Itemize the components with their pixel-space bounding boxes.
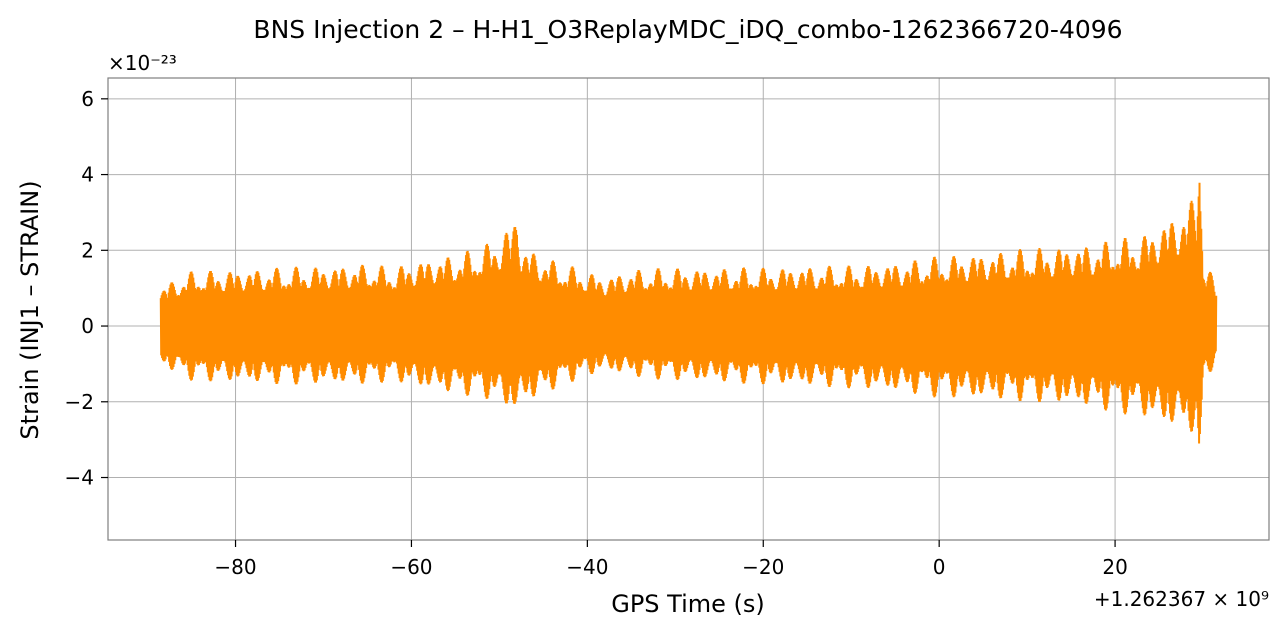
- y-tick-label: 2: [81, 238, 94, 262]
- strain-series-line: [159, 182, 1218, 444]
- x-tick-label: −20: [742, 555, 784, 579]
- y-tick-label: 6: [81, 87, 94, 111]
- x-tick-label: −80: [214, 555, 256, 579]
- x-tick-label: −40: [566, 555, 608, 579]
- x-tick-label: 20: [1102, 555, 1127, 579]
- x-axis-label: GPS Time (s): [611, 590, 765, 618]
- y-tick-label: −2: [65, 390, 94, 414]
- strain-series-core: [160, 203, 1217, 431]
- chart-title: BNS Injection 2 – H-H1_O3ReplayMDC_iDQ_c…: [253, 15, 1122, 44]
- y-axis-label: Strain (INJ1 – STRAIN): [16, 180, 44, 439]
- y-tick-label: −4: [65, 466, 94, 490]
- axes-frame: [107, 77, 1270, 541]
- y-tick-label: 0: [81, 314, 94, 338]
- x-tick-label: −60: [390, 555, 432, 579]
- x-tick-label: 0: [933, 555, 946, 579]
- x-offset-label: +1.262367 × 10⁹: [1094, 587, 1269, 611]
- y-tick-label: 4: [81, 163, 94, 187]
- y-scale-label: ×10⁻²³: [108, 51, 177, 75]
- plot-area: [159, 182, 1218, 444]
